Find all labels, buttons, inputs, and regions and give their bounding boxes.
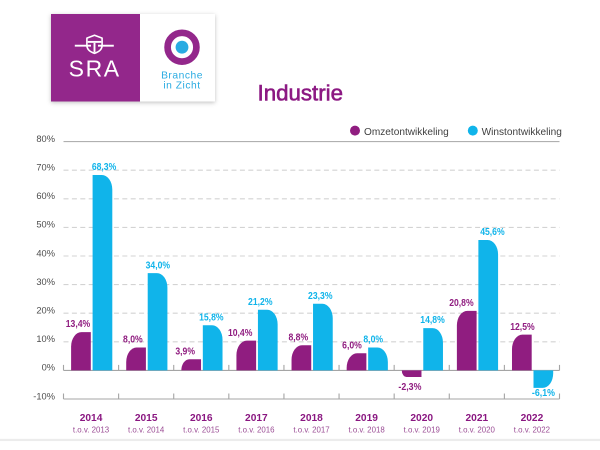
svg-text:23,3%: 23,3%	[308, 291, 332, 302]
svg-text:13,4%: 13,4%	[66, 319, 90, 330]
svg-text:-2,3%: -2,3%	[398, 382, 421, 393]
svg-text:t.o.v. 2022: t.o.v. 2022	[514, 425, 550, 434]
svg-text:t.o.v. 2019: t.o.v. 2019	[404, 425, 441, 434]
svg-text:10,4%: 10,4%	[228, 328, 252, 339]
svg-text:in Zicht: in Zicht	[163, 81, 200, 92]
svg-text:8,0%: 8,0%	[363, 335, 383, 346]
svg-text:2020: 2020	[410, 413, 433, 424]
svg-text:2019: 2019	[355, 413, 378, 424]
svg-text:15,8%: 15,8%	[199, 312, 223, 323]
svg-text:12,5%: 12,5%	[510, 322, 534, 333]
svg-text:0%: 0%	[42, 363, 55, 373]
svg-text:t.o.v. 2016: t.o.v. 2016	[238, 425, 275, 434]
svg-text:SRA: SRA	[69, 56, 121, 82]
svg-text:2014: 2014	[80, 413, 103, 424]
svg-text:70%: 70%	[36, 163, 55, 173]
svg-text:14,8%: 14,8%	[420, 315, 444, 326]
svg-text:80%: 80%	[36, 134, 55, 144]
svg-text:2016: 2016	[190, 413, 213, 424]
svg-text:t.o.v. 2014: t.o.v. 2014	[128, 425, 165, 434]
svg-text:6,0%: 6,0%	[342, 340, 362, 351]
svg-text:t.o.v. 2015: t.o.v. 2015	[183, 425, 220, 434]
svg-text:-10%: -10%	[33, 391, 55, 401]
svg-text:2018: 2018	[300, 413, 323, 424]
svg-text:20,8%: 20,8%	[449, 298, 473, 309]
svg-text:60%: 60%	[36, 191, 55, 201]
svg-text:Winstontwikkeling: Winstontwikkeling	[482, 127, 562, 138]
svg-text:50%: 50%	[36, 220, 55, 230]
svg-text:8,8%: 8,8%	[288, 332, 308, 343]
svg-text:2022: 2022	[521, 413, 544, 424]
svg-text:2017: 2017	[245, 413, 268, 424]
svg-text:t.o.v. 2017: t.o.v. 2017	[293, 425, 329, 434]
svg-text:t.o.v. 2020: t.o.v. 2020	[459, 425, 496, 434]
svg-text:Branche: Branche	[161, 70, 203, 81]
svg-text:34,0%: 34,0%	[146, 260, 170, 271]
svg-text:8,0%: 8,0%	[123, 335, 143, 346]
svg-text:Omzetontwikkeling: Omzetontwikkeling	[364, 127, 449, 138]
svg-text:21,2%: 21,2%	[248, 297, 272, 308]
svg-text:t.o.v. 2013: t.o.v. 2013	[73, 425, 110, 434]
svg-text:2021: 2021	[465, 413, 488, 424]
svg-text:45,6%: 45,6%	[480, 227, 504, 238]
svg-text:3,9%: 3,9%	[175, 346, 195, 357]
svg-text:30%: 30%	[36, 277, 55, 287]
svg-text:Industrie: Industrie	[258, 81, 344, 106]
svg-text:68,3%: 68,3%	[92, 162, 116, 173]
svg-text:-6,1%: -6,1%	[532, 388, 555, 399]
svg-text:t.o.v. 2018: t.o.v. 2018	[348, 425, 385, 434]
svg-text:10%: 10%	[36, 334, 55, 344]
svg-text:40%: 40%	[36, 248, 55, 258]
svg-text:20%: 20%	[36, 306, 55, 316]
svg-text:2015: 2015	[135, 413, 158, 424]
